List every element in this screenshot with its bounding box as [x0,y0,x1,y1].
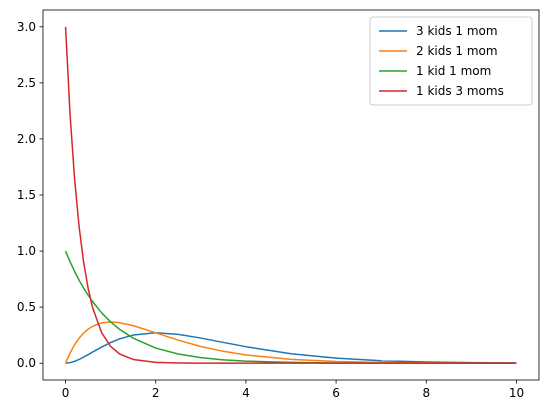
x-tick-label: 8 [422,386,430,400]
x-tick-label: 4 [242,386,250,400]
y-tick-label: 1.5 [17,188,36,202]
y-tick-label: 0.5 [17,300,36,314]
series-line-2 [64,321,517,364]
y-tick-label: 1.0 [17,244,36,258]
y-tick-label: 2.0 [17,132,36,146]
y-tick-label: 3.0 [17,20,36,34]
legend-label: 1 kid 1 mom [416,64,491,78]
x-axis: 0 2 4 6 8 10 [62,380,524,400]
legend-label: 3 kids 1 mom [416,24,498,38]
series-lines [64,26,517,364]
legend: 3 kids 1 mom 2 kids 1 mom 1 kid 1 mom 1 kid… [369,16,533,106]
legend-label: 1 kids 3 moms [416,84,504,98]
y-tick-label: 2.5 [17,76,36,90]
series-line-4 [64,26,517,364]
x-tick-label: 6 [332,386,340,400]
x-tick-label: 0 [62,386,70,400]
x-tick-label: 10 [509,386,524,400]
series-line-3 [64,250,517,364]
x-tick-label: 2 [152,386,160,400]
legend-label: 2 kids 1 mom [416,44,498,58]
y-tick-label: 0.0 [17,356,36,370]
y-axis: 0.0 0.5 1.0 1.5 2.0 2.5 3.0 [17,20,43,370]
legend-box [369,16,533,106]
series-line-1 [65,332,517,364]
